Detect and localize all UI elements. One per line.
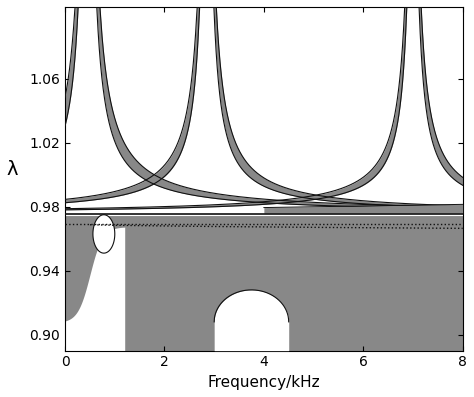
Y-axis label: λ: λ <box>7 160 18 179</box>
X-axis label: Frequency/kHz: Frequency/kHz <box>208 375 320 390</box>
Polygon shape <box>93 215 115 253</box>
